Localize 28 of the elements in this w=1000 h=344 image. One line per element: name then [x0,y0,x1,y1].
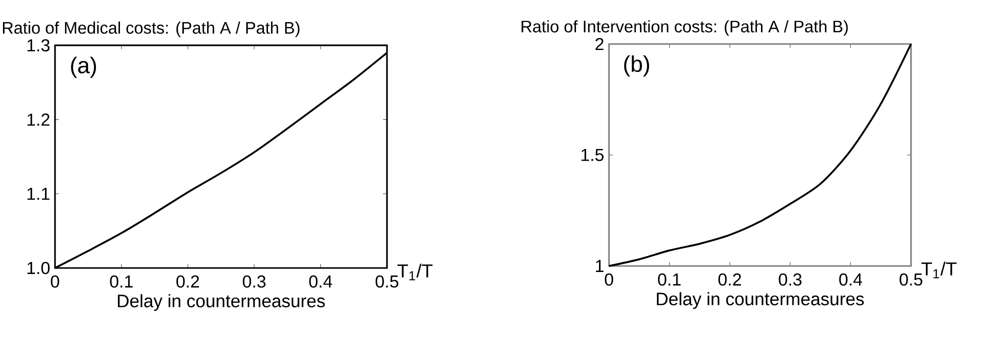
y-tick-label: 1.1 [28,188,50,200]
x-tick-label: 0.1 [110,275,133,288]
line-series [608,43,912,267]
y-tick-label: 1 [596,260,604,272]
annotation: (a) [71,56,96,78]
x-tick-label: 0.3 [242,275,266,288]
annotation: (b) [624,55,650,76]
x-tick-label: 0.2 [176,275,199,288]
x-tick-label: 0 [604,273,614,286]
y-tick-label: 2 [596,38,604,50]
y-tick-label: 1.2 [28,114,50,126]
x-tick-label: 0.2 [718,273,741,286]
x-tick-label: 0.4 [839,273,862,286]
x-axis-title: Delay in countermeasures [118,294,325,311]
x-tick-label: 0.5 [376,275,398,288]
x-tick-label: 0 [50,275,60,288]
y-tick-label: 1.5 [582,148,604,162]
chart-title: Ratio of Medical costs: (Path A / Path B) [2,22,300,38]
x-tick-label: 0.5 [900,273,922,286]
text: T$_{1}$/T [921,262,957,278]
chart-title: Ratio of Intervention costs: (Path A / Path B) [522,20,848,36]
x-axis-title: Delay in countermeasures [656,292,864,309]
x-tick-label: 0.4 [309,275,332,288]
y-tick-label: 1.0 [28,262,50,274]
x-tick-label: 0.1 [658,273,681,286]
x-tick-label: 0.3 [778,273,802,286]
text: T$_{1}$/T [397,264,433,280]
y-tick-label: 1.3 [28,39,50,52]
